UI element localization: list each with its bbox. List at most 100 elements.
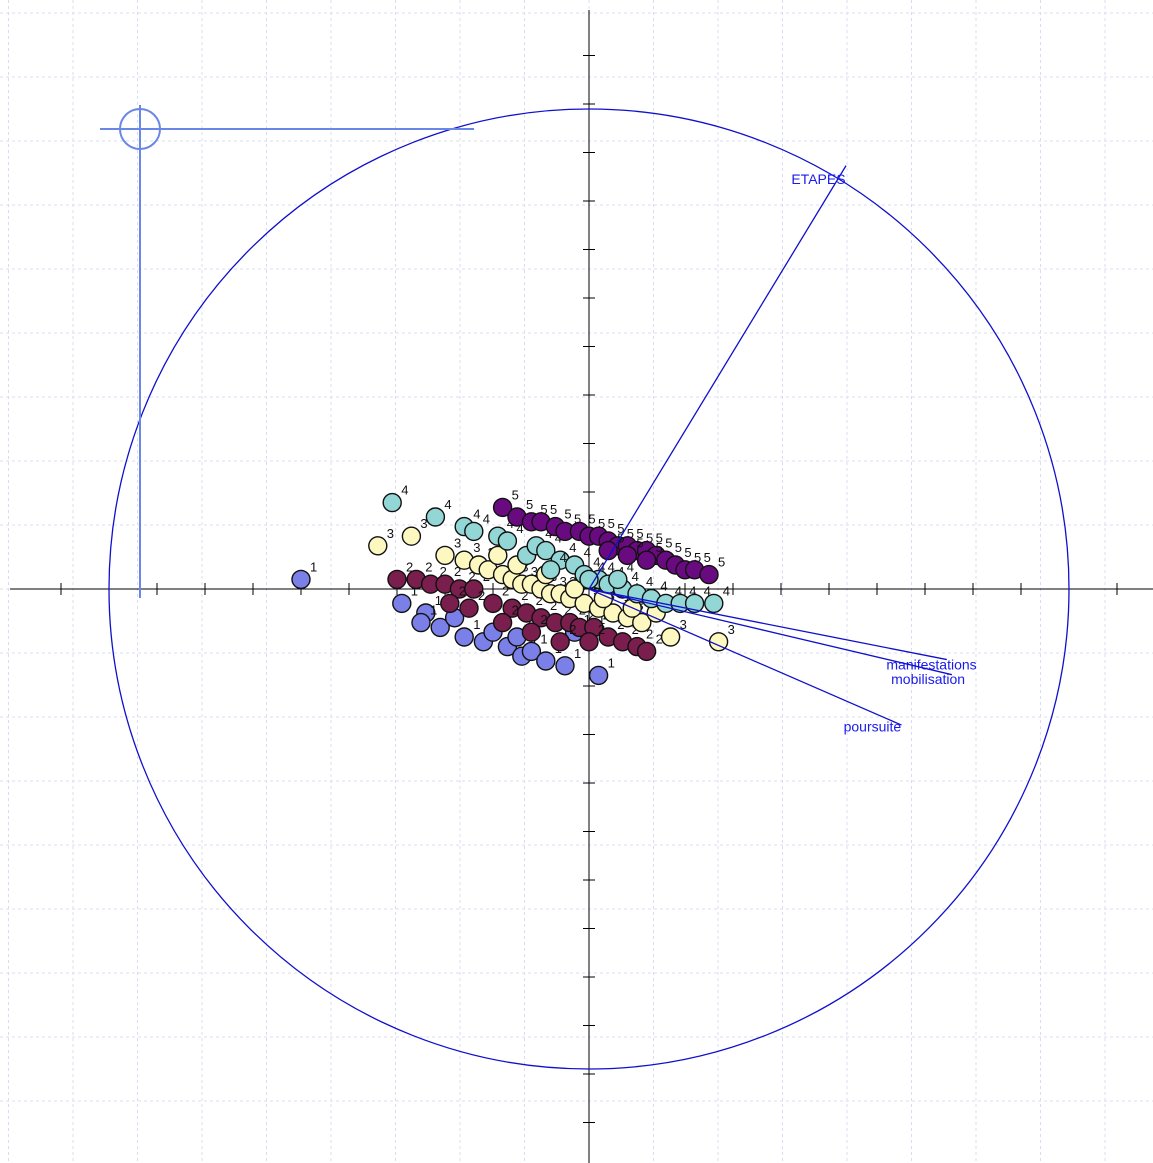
point-label: 4 [646,574,653,589]
point-1 [430,617,450,638]
point-4 [684,593,705,614]
vector-label: mobilisation [891,671,965,687]
point-label: 2 [440,564,447,579]
point-label: 5 [675,540,682,555]
point-label: 2 [646,627,653,642]
point-label: 5 [646,531,653,546]
point-label: 2 [598,622,605,637]
point-3 [401,526,422,546]
correlation-circle [108,108,1070,1070]
point-label: 5 [598,516,605,531]
point-label: 2 [569,622,576,637]
point-label: 5 [574,511,581,526]
point-5 [699,564,719,585]
point-2 [483,593,503,614]
point-label: 1 [608,655,615,670]
point-label: 5 [636,526,643,541]
point-label: 2 [478,588,485,603]
unit-circle [108,108,1070,1070]
point-2 [550,632,570,652]
point-4 [425,507,446,527]
point-label: 4 [593,555,600,570]
crosshair-cursor[interactable] [100,105,474,598]
point-label: 4 [516,521,523,536]
vector-mobilisation [588,588,953,676]
point-label: 5 [656,531,663,546]
point-label: 2 [521,588,528,603]
point-label: 5 [627,526,634,541]
point-label: 4 [584,545,591,560]
point-label: 1 [584,612,591,627]
point-3 [368,536,388,556]
point-1 [411,612,431,633]
point-label: 5 [617,521,624,536]
point-2 [387,569,407,590]
point-4 [497,531,518,551]
point-3 [660,627,681,647]
point-1 [392,593,412,614]
point-label: 5 [608,516,615,531]
point-4 [464,521,484,542]
point-2 [464,579,484,599]
observation-points: 1111111111111111112222222222222222222222… [291,483,735,686]
point-4 [704,593,724,614]
point-1 [536,651,556,671]
point-label: 2 [454,564,461,579]
point-2 [492,612,513,633]
point-label: 2 [536,593,543,608]
point-label: 1 [435,593,442,608]
vector-poursuite [588,588,902,726]
point-label: 4 [569,540,576,555]
point-label: 4 [473,507,480,522]
point-3 [435,545,455,566]
point-1 [555,656,575,676]
point-2 [521,622,542,642]
point-2 [440,593,460,614]
point-4 [540,560,561,580]
point-label: 2 [502,583,509,598]
point-label: 3 [387,526,394,541]
point-label: 2 [459,583,466,598]
point-label: 5 [694,550,701,565]
point-label: 2 [425,559,432,574]
point-5 [636,550,657,570]
point-label: 3 [622,593,629,608]
vector-label: poursuite [844,718,902,734]
point-label: 5 [718,555,725,570]
vector-label: manifestations [886,657,976,673]
point-label: 4 [632,569,639,584]
vector-label: ETAPES [791,171,845,187]
point-label: 1 [430,603,437,618]
point-3 [632,612,652,633]
point-4 [536,540,556,561]
point-label: 3 [560,574,567,589]
point-label: 5 [588,511,595,526]
point-5 [598,540,618,561]
point-label: 4 [444,497,451,512]
vector-etapes [588,165,847,590]
point-label: 1 [574,646,581,661]
point-label: 5 [550,502,557,517]
point-3 [488,545,508,566]
point-label: 4 [401,483,408,498]
point-label: 4 [627,559,634,574]
point-label: 3 [454,535,461,550]
point-label: 5 [526,497,533,512]
point-5 [617,545,638,566]
point-label: 5 [656,540,663,555]
point-label: 2 [656,631,663,646]
point-label: 3 [531,564,538,579]
point-label: 2 [512,603,519,618]
point-label: 4 [689,583,696,598]
point-label: 4 [483,511,490,526]
point-label: 5 [684,545,691,560]
point-label: 5 [564,507,571,522]
point-2 [636,641,657,662]
point-label: 1 [310,559,317,574]
point-label: 5 [636,535,643,550]
point-4 [608,569,628,590]
point-label: 2 [468,569,475,584]
point-label: 5 [512,487,519,502]
point-3 [564,579,585,599]
